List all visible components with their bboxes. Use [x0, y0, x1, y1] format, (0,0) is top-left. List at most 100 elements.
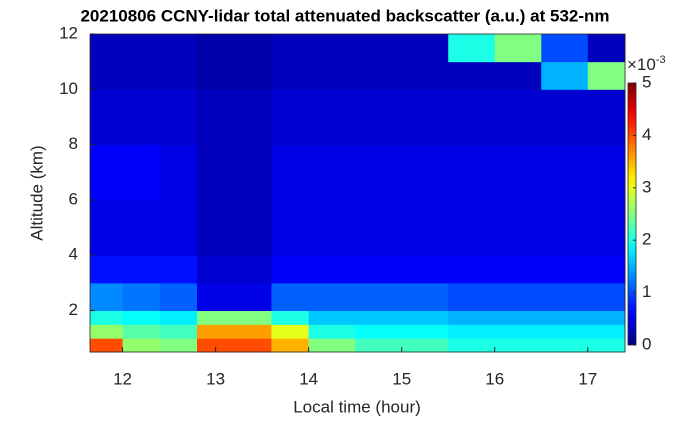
- heatmap-cell: [122, 199, 161, 256]
- heatmap-cell: [494, 199, 542, 256]
- heatmap-cell: [401, 199, 449, 256]
- heatmap-cell: [587, 89, 626, 146]
- heatmap-cell: [448, 338, 496, 353]
- heatmap-cell: [355, 255, 403, 284]
- heatmap-cell: [90, 338, 124, 353]
- heatmap-cell: [308, 61, 356, 90]
- colorbar-tick-label: 2: [642, 230, 651, 249]
- heatmap-cell: [541, 199, 589, 256]
- heatmap-cell: [401, 144, 449, 201]
- heatmap-cell: [271, 324, 310, 339]
- heatmap-cell: [90, 324, 124, 339]
- heatmap-cell: [355, 338, 403, 353]
- heatmap-cell: [90, 144, 124, 201]
- heatmap-cell: [401, 89, 449, 146]
- heatmap-cell: [234, 324, 272, 339]
- plot-frame: [89, 33, 626, 353]
- colorbar-tick-label: 3: [642, 177, 651, 196]
- heatmap-cell: [122, 282, 161, 312]
- heatmap-cell: [541, 282, 589, 312]
- heatmap-cell: [234, 310, 272, 325]
- x-axis-label: Local time (hour): [293, 397, 421, 416]
- heatmap-cell: [90, 61, 124, 90]
- heatmap-cell: [448, 34, 496, 63]
- heatmap-cell: [587, 144, 626, 201]
- heatmap-cell: [448, 144, 496, 201]
- heatmap-cell: [541, 338, 589, 353]
- heatmap-cell: [90, 255, 124, 284]
- heatmap-cell: [448, 310, 496, 325]
- heatmap-cell: [494, 34, 542, 63]
- colorbar-tick-label: 0: [642, 334, 651, 353]
- heatmap-cell: [90, 34, 124, 63]
- heatmap-cell: [234, 144, 272, 201]
- heatmap-cell: [308, 255, 356, 284]
- heatmap-cell: [587, 34, 626, 63]
- heatmap-cell: [541, 310, 589, 325]
- heatmap-cell: [308, 282, 356, 312]
- heatmap-cell: [159, 144, 198, 201]
- heatmap-cell: [541, 144, 589, 201]
- heatmap-cell: [448, 199, 496, 256]
- heatmap-cell: [234, 34, 272, 63]
- heatmap-cell: [401, 324, 449, 339]
- heatmap-cell: [159, 310, 198, 325]
- heatmap-cell: [159, 61, 198, 90]
- heatmap-cell: [308, 89, 356, 146]
- y-tick-label: 2: [69, 300, 78, 319]
- chart-title: 20210806 CCNY-lidar total attenuated bac…: [80, 6, 609, 25]
- heatmap-cell: [271, 34, 310, 63]
- heatmap-cell: [122, 144, 161, 201]
- heatmap-cell: [159, 338, 198, 353]
- heatmap-cell: [197, 61, 235, 90]
- heatmap-cell: [587, 324, 626, 339]
- heatmap-cell: [587, 282, 626, 312]
- heatmap-cell: [541, 61, 589, 90]
- heatmap-cell: [355, 89, 403, 146]
- heatmap-cell: [308, 324, 356, 339]
- heatmap-cell: [448, 255, 496, 284]
- heatmap-cell: [122, 310, 161, 325]
- heatmap-cell: [587, 199, 626, 256]
- heatmap-cell: [159, 324, 198, 339]
- heatmap-cell: [90, 282, 124, 312]
- heatmap-cell: [122, 324, 161, 339]
- heatmap-cell: [448, 282, 496, 312]
- heatmap-cell: [159, 199, 198, 256]
- heatmap-cell: [448, 324, 496, 339]
- heatmap-cell: [355, 310, 403, 325]
- heatmap-cell: [90, 89, 124, 146]
- heatmap-cell: [234, 199, 272, 256]
- heatmap-cell: [541, 34, 589, 63]
- heatmap-cell: [494, 282, 542, 312]
- heatmap-cell: [159, 282, 198, 312]
- heatmap-cell: [90, 199, 124, 256]
- heatmap-cell: [122, 255, 161, 284]
- colorbar: [627, 82, 637, 346]
- heatmap-cell: [271, 255, 310, 284]
- heatmap-cell: [587, 255, 626, 284]
- heatmap-cell: [159, 34, 198, 63]
- heatmap-cell: [494, 324, 542, 339]
- heatmap-cell: [401, 310, 449, 325]
- heatmap-cell: [197, 144, 235, 201]
- colorbar-tick-label: 4: [642, 125, 651, 144]
- heatmap-cell: [197, 338, 235, 353]
- heatmap-cell: [355, 144, 403, 201]
- heatmap-cell: [234, 89, 272, 146]
- heatmap-cell: [234, 255, 272, 284]
- heatmap-cell: [494, 144, 542, 201]
- heatmap-cell: [587, 310, 626, 325]
- heatmap-cell: [271, 310, 310, 325]
- heatmap-cell: [355, 324, 403, 339]
- colorbar-tick-label: 1: [642, 282, 651, 301]
- heatmap-cell: [122, 89, 161, 146]
- heatmap-cell: [271, 338, 310, 353]
- heatmap-cell: [308, 310, 356, 325]
- heatmap-cell: [401, 338, 449, 353]
- y-tick-label: 10: [59, 79, 78, 98]
- heatmap-cell: [494, 61, 542, 90]
- x-tick-label: 12: [113, 369, 132, 388]
- heatmap-cell: [122, 34, 161, 63]
